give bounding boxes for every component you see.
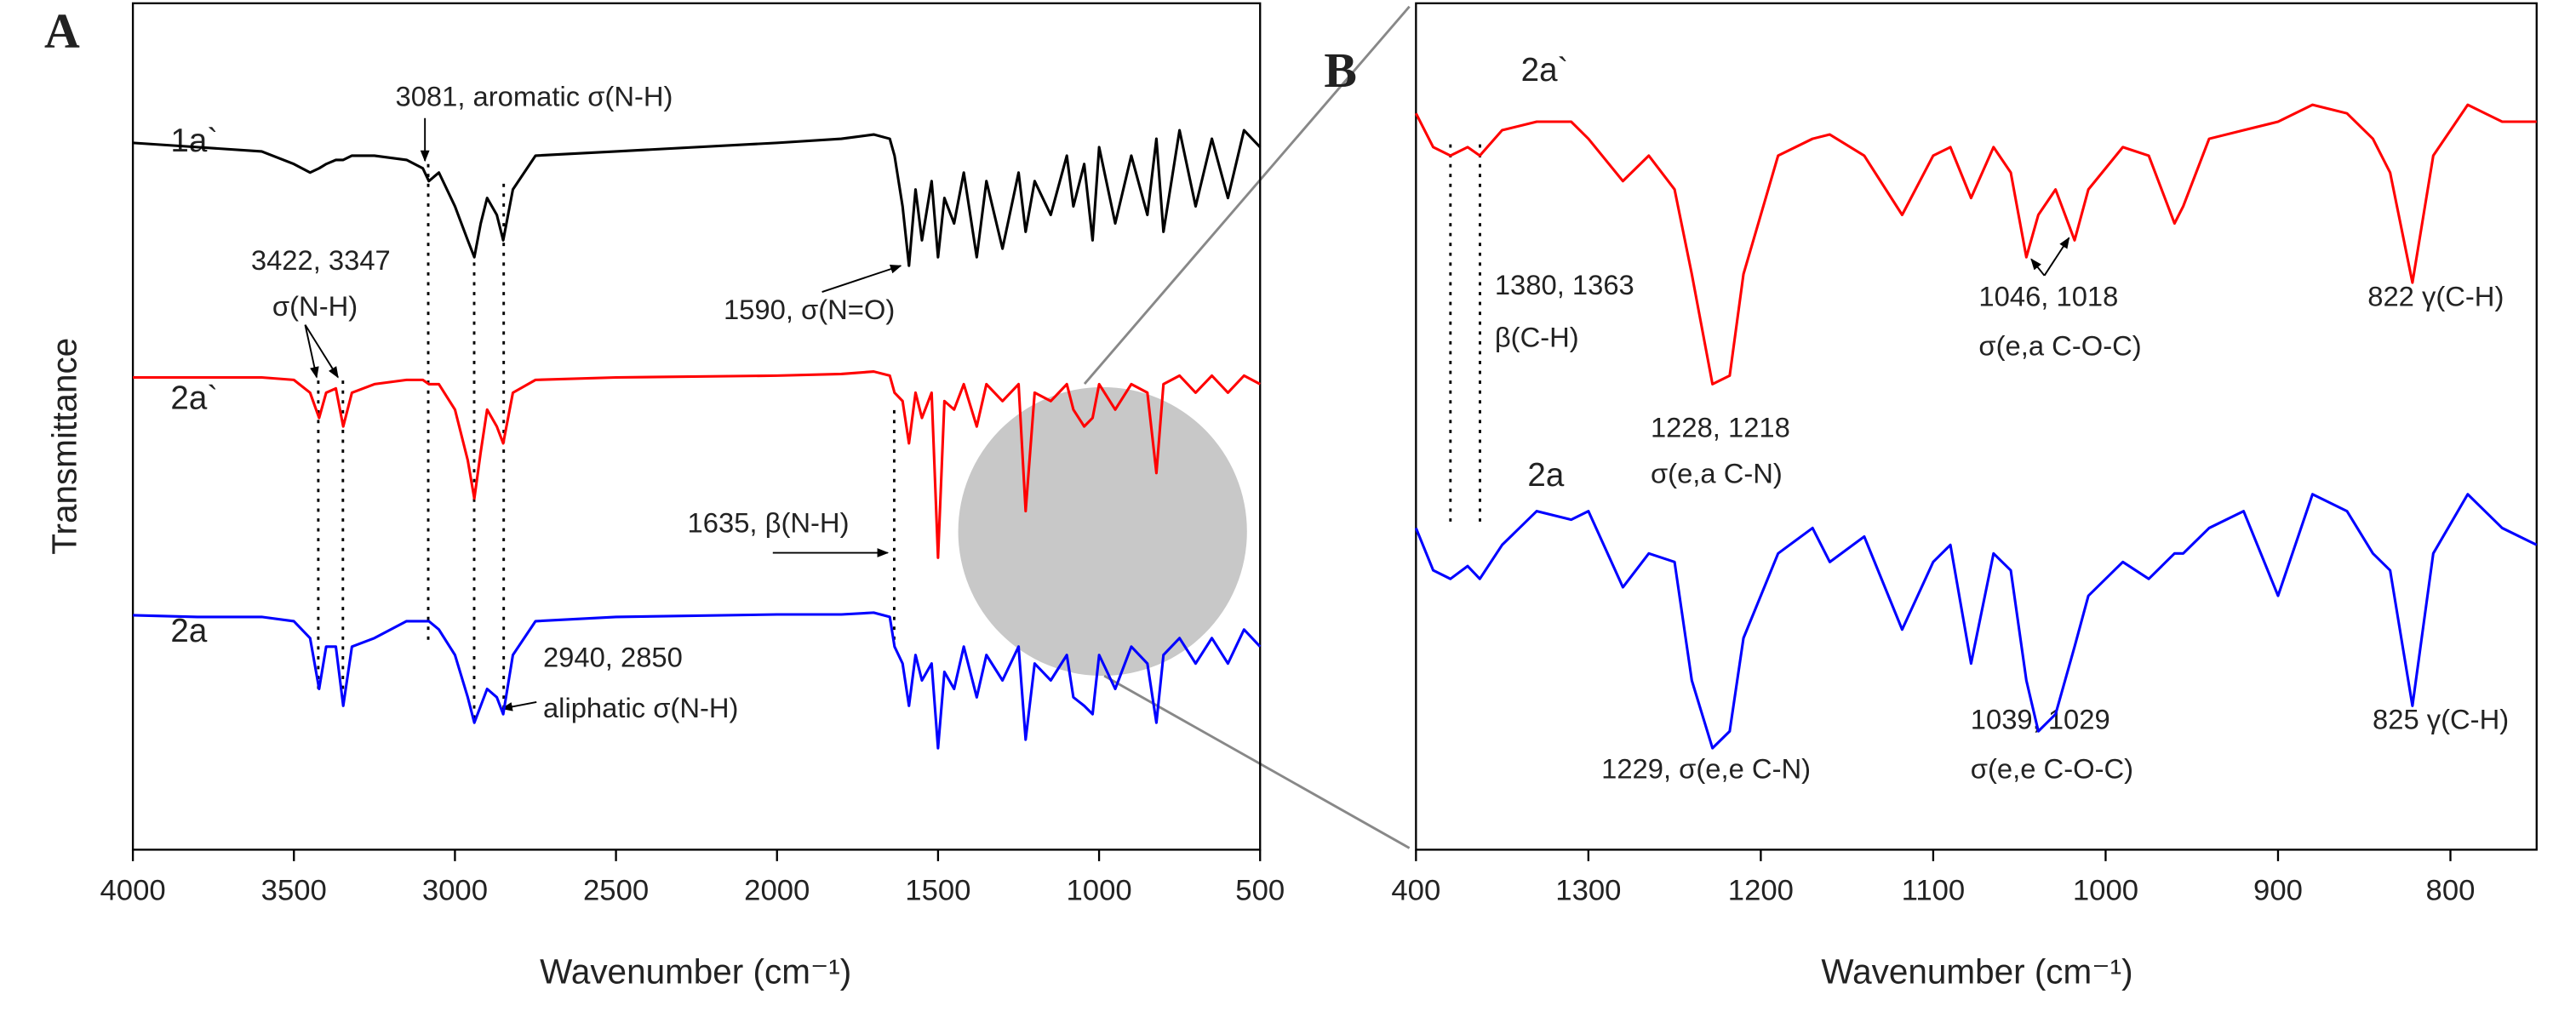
spectrum-line: [1414, 103, 2537, 386]
spectrum-line: [132, 129, 1262, 267]
panel-label: B: [1324, 43, 1357, 98]
annotation: 822 γ(C-H): [2367, 280, 2504, 311]
annotation: 825 γ(C-H): [2373, 704, 2509, 735]
annotation: 1590, σ(N=O): [724, 294, 895, 325]
x-tick-label: 400: [1391, 875, 1440, 907]
x-tick-label: 1000: [2073, 875, 2138, 907]
x-axis-label: Wavenumber (cm⁻¹): [1821, 952, 2132, 991]
plot-frame: [131, 2, 1262, 851]
x-tick-label: 4000: [100, 875, 166, 907]
x-tick-label: 800: [2426, 875, 2476, 907]
x-tick-label: 3500: [261, 875, 327, 907]
annotation: σ(e,a C-N): [1651, 458, 1783, 489]
x-tick-label: 500: [1235, 875, 1285, 907]
arrow: [304, 324, 319, 379]
plot-frame: [1415, 2, 2538, 851]
series-label: 2a`: [1521, 52, 1569, 89]
annotation: 1228, 1218: [1651, 412, 1790, 443]
x-axis-label: Wavenumber (cm⁻¹): [540, 952, 851, 991]
panel-label: A: [44, 3, 80, 59]
annotation: 1380, 1363: [1495, 269, 1634, 300]
arrow: [821, 264, 902, 293]
annotation: σ(N-H): [272, 290, 358, 322]
annotation: 3081, aromatic σ(N-H): [395, 80, 673, 111]
annotation: 1229, σ(e,e C-N): [1601, 753, 1811, 785]
x-tick-label: 1500: [905, 875, 970, 907]
x-tick-label: 3000: [422, 875, 488, 907]
y-axis-label: Transmittance: [45, 338, 84, 555]
series-label: 1a`: [170, 123, 218, 159]
x-tick-label: 900: [2253, 875, 2303, 907]
zoom-line: [1083, 5, 1411, 385]
arrow: [2043, 237, 2070, 277]
series-label: 2a: [170, 613, 207, 649]
spectrum-line: [133, 370, 1261, 559]
annotation: 2940, 2850: [543, 641, 683, 672]
series-label: 2a`: [170, 380, 218, 416]
x-tick-label: 2500: [583, 875, 649, 907]
arrow: [501, 700, 537, 711]
annotation: β(C-H): [1495, 322, 1579, 353]
zoom-line: [1103, 674, 1411, 849]
annotation: 3422, 3347: [251, 244, 391, 276]
zoom-circle: [958, 386, 1247, 677]
annotation: σ(e,e C-O-C): [1971, 753, 2133, 785]
x-tick-label: 2000: [744, 875, 810, 907]
spectrum-line: [1414, 493, 2538, 750]
x-tick-label: 1300: [1555, 875, 1621, 907]
dotted-guide: [1449, 144, 1481, 528]
spectrum-line: [133, 611, 1262, 750]
x-tick-label: 1000: [1066, 875, 1131, 907]
annotation: aliphatic σ(N-H): [543, 692, 739, 723]
arrow: [304, 324, 339, 379]
x-tick-label: 1100: [1902, 875, 1966, 907]
dotted-guide: [317, 163, 896, 723]
x-tick-label: 1200: [1728, 875, 1794, 907]
annotation: 1635, β(N-H): [688, 506, 850, 538]
series-label: 2a: [1527, 457, 1564, 494]
arrow: [2030, 258, 2046, 277]
annotation: σ(e,a C-O-C): [1978, 329, 2141, 361]
annotation: 1046, 1018: [1978, 280, 2118, 311]
